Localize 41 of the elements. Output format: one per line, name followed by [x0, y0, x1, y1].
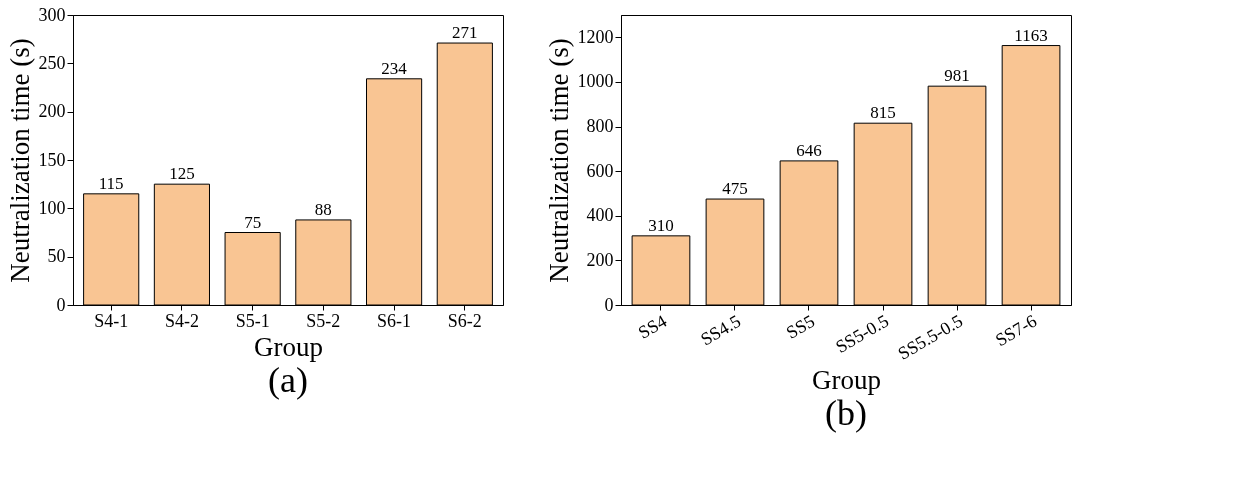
x-tick-label: S4-1 — [94, 310, 129, 331]
y-axis-title: Neutralization time (s) — [4, 38, 35, 283]
x-tick-label: S4-2 — [164, 310, 199, 331]
y-tick-label: 50 — [47, 246, 66, 267]
y-tick-label: 400 — [586, 205, 614, 226]
x-tick-label: S5-2 — [306, 310, 341, 331]
y-tick-label: 0 — [604, 294, 614, 315]
data-label: 75 — [244, 212, 262, 232]
text: (b) — [825, 393, 867, 434]
x-axis-title: Group — [254, 331, 323, 362]
data-label: 815 — [870, 103, 896, 123]
x-tick-label: SS4.5 — [697, 310, 744, 350]
y-tick-label: 600 — [586, 160, 614, 181]
x-tick-label: SS4 — [634, 310, 670, 343]
y-tick-label: 300 — [38, 4, 66, 25]
data-label: 271 — [452, 23, 478, 43]
data-label: 1163 — [1014, 25, 1048, 45]
data-label: 646 — [796, 140, 822, 160]
x-tick-label: S6-2 — [447, 310, 482, 331]
y-tick-label: 0 — [56, 294, 66, 315]
x-tick-label: SS5 — [782, 310, 818, 343]
y-axis-title: Neutralization time (s) — [543, 38, 574, 283]
y-tick-label: 200 — [38, 101, 66, 122]
x-tick-label: S5-1 — [235, 310, 270, 331]
x-tick-label: S6-1 — [377, 310, 412, 331]
data-label: 88 — [314, 199, 332, 219]
y-tick-label: 250 — [38, 52, 66, 73]
y-tick-label: 100 — [38, 197, 66, 218]
y-tick-label: 200 — [586, 249, 614, 270]
y-tick-label: 1200 — [577, 26, 614, 47]
data-label: 310 — [648, 215, 674, 235]
data-label: 115 — [98, 173, 124, 193]
x-axis-title: Group — [812, 364, 881, 395]
y-tick-label: 800 — [586, 116, 614, 137]
data-label: 125 — [169, 164, 195, 184]
data-label: 234 — [381, 58, 408, 78]
data-label: 981 — [944, 66, 970, 86]
text: (a) — [268, 360, 308, 400]
y-tick-label: 150 — [38, 149, 66, 170]
data-label: 475 — [722, 179, 748, 199]
y-tick-label: 1000 — [577, 71, 614, 92]
